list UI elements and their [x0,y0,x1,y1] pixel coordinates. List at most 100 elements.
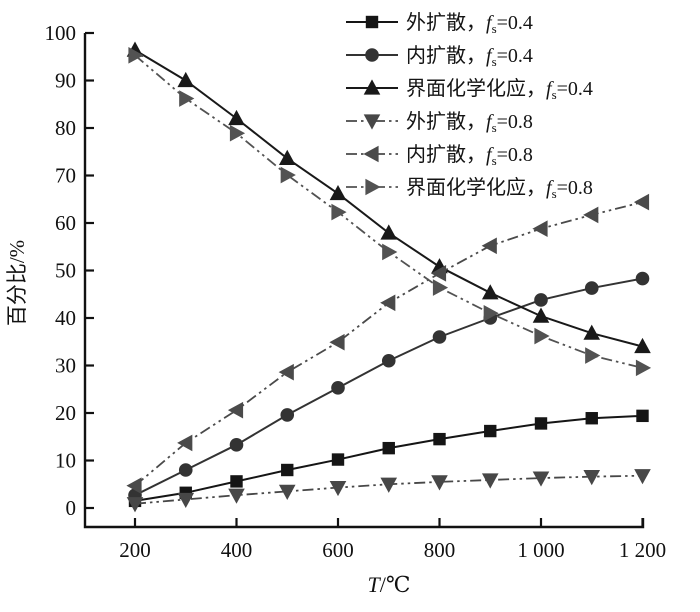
x-axis-title-unit: /℃ [380,572,411,597]
y-tick-label: 50 [55,259,76,283]
data-point-triangle-up [278,149,296,165]
data-point-triangle-right [534,327,550,345]
data-point-triangle-up [481,284,499,300]
data-point-triangle-left [583,206,599,224]
data-point-triangle-left [177,434,193,452]
legend-item-0: 外扩散，fs=0.4 [346,11,533,36]
x-tick-label: 800 [424,538,456,562]
data-point-triangle-down [532,471,550,487]
legend-fs-value: =0.8 [497,144,533,166]
x-tick-label: 600 [322,538,354,562]
legend: 外扩散，fs=0.4内扩散，fs=0.4界面化学化应，fs=0.4外扩散，fs=… [346,11,593,201]
y-tick-label: 90 [55,69,76,93]
y-axis-title: 百分比/% [5,240,29,326]
legend-label: 外扩散，fs=0.4 [406,11,533,36]
data-point-triangle-right [331,203,347,221]
legend-item-3: 外扩散，fs=0.8 [346,110,533,135]
legend-item-2: 界面化学化应，fs=0.4 [346,77,593,102]
data-point-square [281,463,294,477]
legend-label: 界面化学化应，fs=0.4 [406,77,593,102]
data-point-triangle-left [532,220,548,237]
data-point-triangle-down [634,469,651,485]
data-point-triangle-right [432,279,449,296]
data-point-triangle-right [229,124,246,142]
legend-label: 外扩散，fs=0.8 [406,110,533,135]
legend-series-name: 界面化学化应， [406,77,546,100]
data-point-circle [432,330,447,344]
legend-fs-value: =0.4 [557,78,593,100]
data-point-triangle-left [481,237,497,255]
data-point-square [230,475,243,488]
plot-series [126,41,652,513]
legend-f-subscript: s [552,87,557,102]
legend-label: 内扩散，fs=0.4 [406,44,533,69]
data-point-triangle-right [179,90,195,107]
legend-item-1: 内扩散，fs=0.4 [346,44,533,69]
x-axis-title-variable: T [368,572,382,597]
data-point-triangle-down [228,488,245,504]
data-point-circle [365,48,379,62]
legend-series-name: 界面化学化应， [406,176,546,199]
data-point-triangle-up [380,224,398,240]
legend-f-symbol: f [546,177,554,199]
legend-series-name: 内扩散， [406,44,486,67]
data-point-triangle-left [363,145,379,163]
data-point-triangle-up [583,324,601,340]
legend-series-name: 外扩散， [406,11,486,34]
data-point-square [585,412,598,425]
data-point-triangle-down [363,114,381,130]
data-point-circle [331,381,345,395]
legend-item-5: 界面化学化应，fs=0.8 [346,176,593,201]
series-4-triangle-left [126,193,650,494]
y-tick-label: 20 [55,401,76,425]
data-point-circle [635,271,650,286]
x-tick-label: 200 [119,538,151,562]
data-point-square [433,432,446,446]
data-point-triangle-left [227,401,244,419]
data-point-triangle-up [363,79,381,95]
data-point-triangle-down [481,473,499,489]
data-point-triangle-down [126,497,144,513]
y-tick-label: 70 [55,164,76,188]
data-point-triangle-down [177,492,195,509]
x-tick-label: 400 [221,538,253,562]
legend-series-name: 内扩散， [406,143,486,166]
data-point-circle [381,353,396,368]
legend-item-4: 内扩散，fs=0.8 [346,143,533,168]
data-point-circle [178,463,193,477]
data-point-square [636,409,649,423]
legend-f-symbol: f [486,45,494,67]
y-tick-label: 40 [55,306,76,330]
data-point-triangle-up [532,307,550,323]
data-point-triangle-left [380,294,396,312]
legend-f-subscript: s [492,153,497,168]
data-point-triangle-up [634,337,651,354]
data-point-triangle-right [280,166,296,184]
data-point-triangle-left [126,477,142,494]
data-point-triangle-right [483,304,499,322]
legend-f-symbol: f [546,78,554,100]
data-point-triangle-right [382,243,398,261]
data-point-circle [280,408,295,422]
series-5-triangle-right [128,47,652,377]
legend-fs-value: =0.8 [557,177,593,199]
x-tick-label: 1 200 [619,538,666,562]
data-point-triangle-up [177,71,195,88]
legend-f-subscript: s [492,21,497,36]
legend-fs-value: =0.8 [497,111,533,133]
legend-f-subscript: s [492,54,497,69]
legend-fs-value: =0.4 [497,12,533,34]
data-point-triangle-left [633,193,650,211]
data-point-triangle-right [128,47,144,64]
data-point-square [365,15,379,29]
data-point-triangle-down [431,475,448,491]
y-tick-label: 10 [55,449,76,473]
y-tick-label: 80 [55,116,76,140]
data-point-circle [229,438,244,452]
legend-f-symbol: f [486,12,494,34]
legend-series-name: 外扩散， [406,110,486,133]
data-point-triangle-left [329,333,345,351]
legend-f-subscript: s [552,186,557,201]
